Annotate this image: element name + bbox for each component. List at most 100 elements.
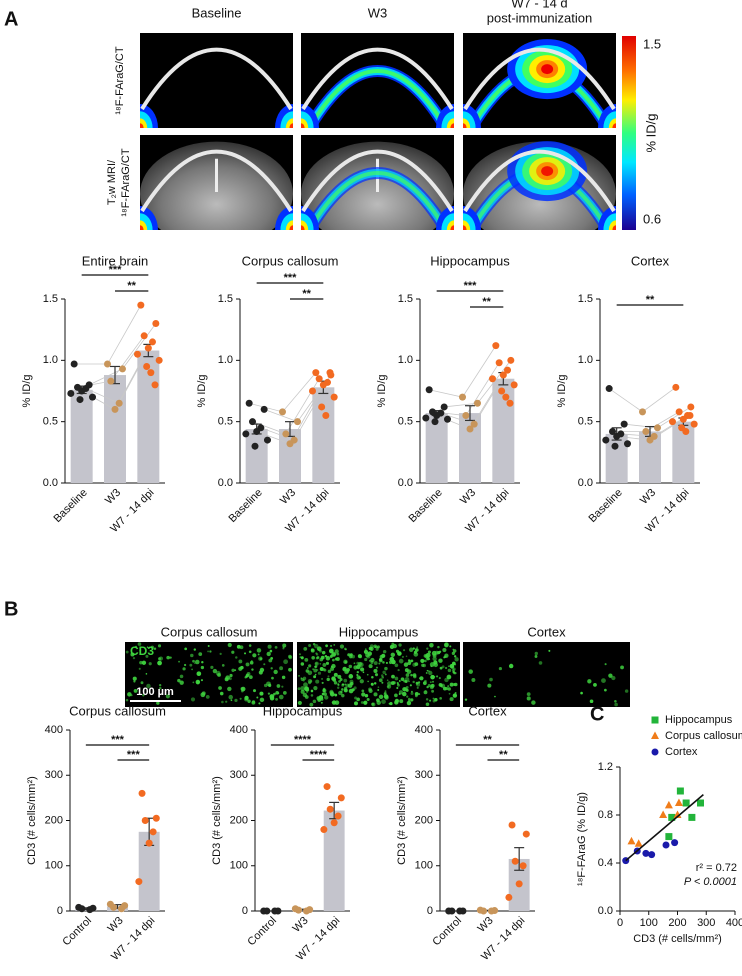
cell-signal [358, 662, 364, 668]
cell-signal [130, 652, 135, 657]
paired-line [249, 372, 317, 413]
skull [463, 149, 616, 213]
cell-signal [447, 687, 451, 691]
cell-signal [538, 661, 543, 665]
cell-signal [332, 678, 337, 682]
cell-signal [361, 689, 365, 693]
cell-signal [368, 688, 373, 694]
y-axis-label: CD3 (# cells/mm²) [396, 776, 408, 865]
cell-signal [319, 662, 322, 665]
data-point [322, 412, 330, 420]
cell-signal [247, 699, 251, 703]
cell-signal [452, 670, 456, 674]
cell-signal [313, 675, 317, 679]
data-point [504, 366, 511, 374]
data-point [422, 414, 430, 422]
cell-signal [449, 645, 452, 648]
x-tick-label: W3 [638, 487, 658, 507]
data-point [67, 389, 75, 397]
data-point [330, 819, 338, 827]
cell-signal [531, 700, 536, 705]
cell-signal [324, 695, 329, 700]
cell-signal [244, 697, 249, 702]
x-tick-label: W3 [103, 487, 123, 507]
cell-signal [498, 666, 502, 671]
cell-signal [424, 659, 427, 663]
cell-signal [320, 701, 323, 704]
cell-signal [399, 699, 404, 704]
cell-signal [338, 680, 341, 683]
cell-signal [446, 674, 452, 680]
cell-signal [283, 659, 289, 665]
cell-signal [157, 644, 162, 648]
cell-signal [183, 663, 187, 667]
y-axis-label: % ID/g [196, 374, 208, 407]
data-point [431, 418, 439, 426]
bar [104, 375, 126, 483]
uptake-corner [140, 123, 144, 128]
cell-signal [366, 697, 370, 701]
uptake-corner [463, 123, 467, 128]
cell-signal [224, 677, 229, 682]
cell-signal [191, 668, 193, 671]
cell-signal [137, 642, 142, 646]
hotspot [541, 64, 554, 75]
cell-signal [300, 656, 304, 660]
cell-signal [444, 643, 449, 648]
cell-signal [332, 658, 335, 662]
cell-signal [611, 675, 616, 681]
colorbar-tick-label: 0.6 [643, 211, 661, 226]
cell-signal [270, 667, 273, 670]
marker-triangle [634, 839, 643, 847]
cell-signal [344, 669, 349, 675]
data-point [134, 350, 141, 358]
cell-signal [356, 697, 360, 702]
image-title: Corpus callosum [161, 624, 258, 639]
cell-signal [620, 665, 624, 670]
image-title: Cortex [527, 624, 566, 639]
cell-signal [389, 644, 395, 649]
cell-signal [366, 654, 371, 659]
cell-signal [314, 665, 318, 668]
cell-signal [200, 665, 205, 670]
cell-signal [259, 697, 265, 703]
cell-signal [258, 702, 261, 705]
data-point [639, 408, 646, 416]
cell-signal [300, 662, 305, 666]
cell-signal [193, 648, 196, 651]
data-point [251, 442, 259, 450]
cell-signal [416, 646, 418, 649]
cell-signal [253, 689, 257, 693]
cell-signal [179, 680, 184, 685]
data-point [149, 828, 157, 836]
cell-signal [325, 655, 331, 661]
cell-signal [534, 655, 538, 658]
cell-signal [431, 689, 435, 693]
cell-signal [439, 666, 443, 670]
cell-signal [387, 681, 392, 686]
cell-signal [325, 644, 329, 648]
column-header: W7 - 14 d [511, 0, 567, 10]
cell-signal [416, 686, 419, 689]
cell-signal [381, 699, 386, 704]
cell-signal [370, 682, 374, 686]
cell-signal [402, 691, 407, 697]
cell-signal [471, 677, 476, 682]
cell-signal [369, 646, 374, 651]
cell-signal [139, 649, 142, 652]
data-point [78, 387, 86, 395]
cell-signal [429, 684, 435, 689]
data-point [260, 405, 268, 413]
cell-signal [257, 653, 260, 656]
cell-signal [312, 699, 317, 704]
cell-signal [339, 678, 343, 682]
legend-label: Corpus callosum [665, 730, 742, 742]
cell-signal [454, 692, 457, 695]
cell-signal [190, 697, 196, 702]
cell-signal [241, 689, 244, 693]
significance-label: **** [294, 734, 312, 746]
cell-signal [390, 652, 396, 658]
cell-signal [604, 688, 607, 692]
y-axis-label: % ID/g [376, 374, 388, 407]
legend-label: Hippocampus [665, 714, 733, 726]
